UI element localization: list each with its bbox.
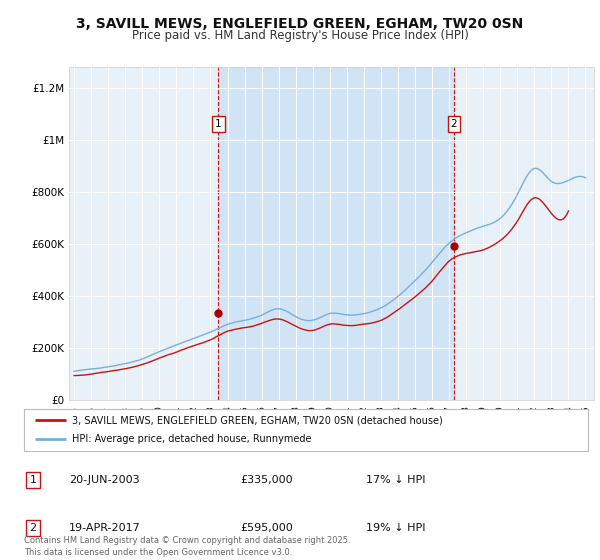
Text: £595,000: £595,000 [240, 523, 293, 533]
Text: 1: 1 [215, 119, 221, 129]
Text: Contains HM Land Registry data © Crown copyright and database right 2025.
This d: Contains HM Land Registry data © Crown c… [24, 536, 350, 557]
Text: 3, SAVILL MEWS, ENGLEFIELD GREEN, EGHAM, TW20 0SN (detached house): 3, SAVILL MEWS, ENGLEFIELD GREEN, EGHAM,… [72, 415, 443, 425]
Text: 17% ↓ HPI: 17% ↓ HPI [366, 475, 425, 485]
Text: Price paid vs. HM Land Registry's House Price Index (HPI): Price paid vs. HM Land Registry's House … [131, 29, 469, 42]
Text: 20-JUN-2003: 20-JUN-2003 [69, 475, 140, 485]
Text: 2: 2 [451, 119, 457, 129]
Text: £335,000: £335,000 [240, 475, 293, 485]
Text: 19-APR-2017: 19-APR-2017 [69, 523, 141, 533]
Text: 3, SAVILL MEWS, ENGLEFIELD GREEN, EGHAM, TW20 0SN: 3, SAVILL MEWS, ENGLEFIELD GREEN, EGHAM,… [76, 17, 524, 31]
Bar [218, 67, 454, 400]
Text: HPI: Average price, detached house, Runnymede: HPI: Average price, detached house, Runn… [72, 435, 311, 445]
Text: 2: 2 [29, 523, 37, 533]
Text: 1: 1 [29, 475, 37, 485]
Text: 19% ↓ HPI: 19% ↓ HPI [366, 523, 425, 533]
